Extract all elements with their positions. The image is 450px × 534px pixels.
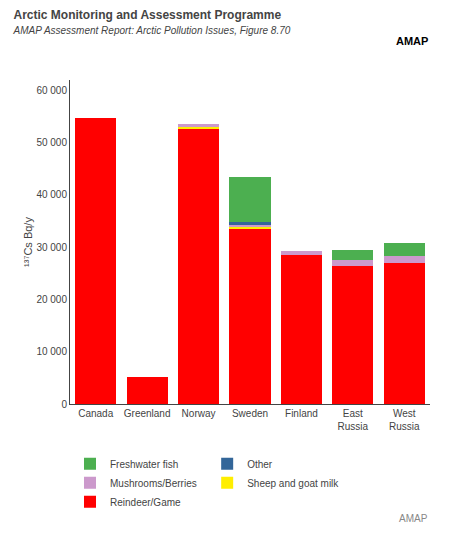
svg-text:WestRussia: WestRussia <box>389 408 420 432</box>
svg-text:0: 0 <box>61 399 67 410</box>
svg-text:Other: Other <box>247 459 273 470</box>
svg-text:AMAP: AMAP <box>396 35 428 47</box>
svg-text:Reindeer/Game: Reindeer/Game <box>110 497 181 508</box>
svg-text:EastRussia: EastRussia <box>338 408 369 432</box>
svg-text:Canada: Canada <box>78 408 113 419</box>
svg-text:20 000: 20 000 <box>36 294 67 305</box>
svg-text:Sheep and goat milk: Sheep and goat milk <box>247 478 339 489</box>
svg-text:Freshwater fish: Freshwater fish <box>110 459 178 470</box>
svg-text:Greenland: Greenland <box>124 408 171 419</box>
svg-text:AMAP: AMAP <box>399 513 428 524</box>
svg-text:40 000: 40 000 <box>36 189 67 200</box>
svg-text:60 000: 60 000 <box>36 85 67 96</box>
svg-text:¹³⁷Cs Bq/y: ¹³⁷Cs Bq/y <box>22 217 34 267</box>
svg-text:30 000: 30 000 <box>36 242 67 253</box>
svg-text:Sweden: Sweden <box>232 408 268 419</box>
svg-text:50 000: 50 000 <box>36 137 67 148</box>
svg-text:Mushrooms/Berries: Mushrooms/Berries <box>110 478 197 489</box>
svg-text:10 000: 10 000 <box>36 346 67 357</box>
svg-text:Norway: Norway <box>182 408 216 419</box>
svg-text:Finland: Finland <box>285 408 318 419</box>
svg-text:Arctic Monitoring and Assessme: Arctic Monitoring and Assessment Program… <box>13 8 291 37</box>
